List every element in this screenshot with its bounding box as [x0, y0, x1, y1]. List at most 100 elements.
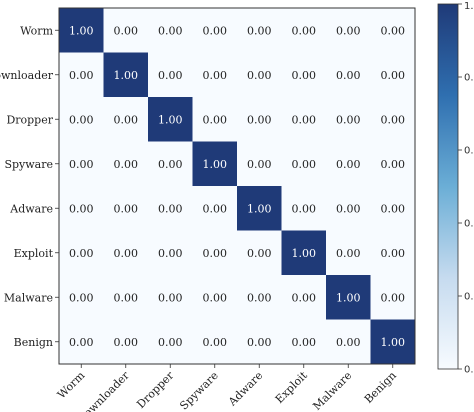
- heatmap-cell-label: 1.00: [292, 247, 317, 260]
- x-tick-label: Benign: [362, 369, 399, 406]
- colorbar-tick-label: 0.4: [464, 219, 474, 230]
- heatmap-cell-label: 0.00: [114, 336, 139, 349]
- heatmap-cell-label: 0.00: [292, 113, 317, 126]
- heatmap-cell: [281, 8, 327, 53]
- heatmap-cell-label: 1.00: [203, 158, 228, 171]
- heatmap-cell-label: 1.00: [336, 291, 361, 304]
- heatmap-cell-label: 0.00: [292, 291, 317, 304]
- heatmap-cell-label: 0.00: [114, 24, 139, 37]
- heatmap-cell: [59, 319, 104, 365]
- heatmap-cell: [192, 319, 238, 365]
- heatmap-cell: [103, 8, 149, 53]
- heatmap-cell: [192, 186, 238, 231]
- heatmap-cell-label: 1.00: [69, 24, 94, 37]
- heatmap-cell: [237, 230, 282, 276]
- heatmap-cell-label: 0.00: [247, 113, 272, 126]
- heatmap-cell-label: 0.00: [114, 202, 139, 215]
- heatmap-cell: [326, 97, 371, 142]
- heatmap-cell: [103, 230, 149, 276]
- heatmap-cell: [237, 97, 282, 142]
- heatmap-cell-label: 0.00: [203, 69, 228, 82]
- heatmap-cell: [370, 186, 416, 231]
- heatmap-cell-label: 0.00: [203, 113, 228, 126]
- heatmap-cell: [370, 97, 416, 142]
- heatmap-cell: [326, 186, 371, 231]
- heatmap-cell-label: 0.00: [203, 247, 228, 260]
- heatmap-cell-label: 0.00: [158, 202, 183, 215]
- heatmap-cell-label: 0.00: [247, 247, 272, 260]
- heatmap-cell-label: 0.00: [336, 69, 361, 82]
- heatmap-cell-label: 1.00: [158, 113, 183, 126]
- heatmap-cell: [370, 275, 416, 320]
- y-tick-label: Spyware: [4, 158, 53, 171]
- heatmap-cell-label: 0.00: [69, 202, 94, 215]
- heatmap-cell-label: 0.00: [69, 158, 94, 171]
- heatmap-cell: [237, 52, 282, 98]
- heatmap-cell: [148, 97, 193, 142]
- heatmap-cell: [326, 8, 371, 53]
- heatmap-cell-label: 0.00: [336, 202, 361, 215]
- heatmap-cell-label: 0.00: [114, 113, 139, 126]
- heatmap-cell-label: 0.00: [158, 291, 183, 304]
- heatmap-cell: [103, 141, 149, 187]
- heatmap-cell: [237, 319, 282, 365]
- x-tick-label: Worm: [55, 369, 88, 402]
- heatmap-cell-label: 0.00: [381, 158, 406, 171]
- heatmap-cell: [281, 275, 327, 320]
- y-tick-label: Malware: [4, 291, 53, 304]
- y-tick-label: Downloader: [0, 69, 54, 82]
- heatmap-cell: [59, 141, 104, 187]
- heatmap-cell-label: 0.00: [381, 69, 406, 82]
- colorbar: 0.0 0.2 0.4 0.6 0.8 1.0: [437, 1, 474, 376]
- heatmap-cell-label: 0.00: [247, 24, 272, 37]
- heatmap-cell: [192, 52, 238, 98]
- heatmap-cell: [326, 52, 371, 98]
- y-tick-label: Benign: [14, 336, 53, 349]
- heatmap-cell-label: 0.00: [203, 336, 228, 349]
- heatmap-cell: [192, 230, 238, 276]
- heatmap-cell: [192, 275, 238, 320]
- y-tick-label: Dropper: [6, 113, 53, 126]
- colorbar-gradient: [437, 3, 459, 370]
- heatmap-cell-label: 0.00: [336, 113, 361, 126]
- heatmap-cell: [148, 230, 193, 276]
- heatmap-cell-label: 0.00: [381, 247, 406, 260]
- heatmap-cell: [326, 230, 371, 276]
- heatmap-cell-label: 0.00: [69, 247, 94, 260]
- heatmap-cell: [281, 230, 327, 276]
- x-tick-label: Exploit: [273, 369, 310, 406]
- heatmap-cell-label: 0.00: [292, 336, 317, 349]
- heatmap-cell: [281, 141, 327, 187]
- heatmap-cell-label: 0.00: [203, 202, 228, 215]
- heatmap-cell: [148, 186, 193, 231]
- colorbar-tick-label: 0.2: [464, 292, 474, 303]
- heatmap-cell-label: 0.00: [114, 247, 139, 260]
- heatmap-cell-label: 0.00: [158, 336, 183, 349]
- x-tick-label: Malware: [310, 369, 354, 412]
- heatmap-cell: [103, 186, 149, 231]
- heatmap-cell-label: 0.00: [69, 291, 94, 304]
- heatmap-cell: [326, 319, 371, 365]
- heatmap-cell-label: 0.00: [381, 24, 406, 37]
- heatmap-cell-label: 0.00: [292, 202, 317, 215]
- heatmap-cell: [103, 97, 149, 142]
- heatmap-cell: [281, 52, 327, 98]
- heatmap-cell: [59, 186, 104, 231]
- heatmap-cell: [192, 141, 238, 187]
- heatmap-cell: [148, 319, 193, 365]
- heatmap-cell: [237, 186, 282, 231]
- heatmap-cell: [59, 275, 104, 320]
- heatmap-cell-labels: 1.00 0.00 0.00 0.00 0.00 0.00 0.00 0.00 0.00 1.00…: [69, 24, 405, 349]
- y-tick-label: Exploit: [14, 247, 54, 260]
- colorbar-tick-label: 1.0: [464, 1, 474, 12]
- heatmap-cell: [103, 319, 149, 365]
- heatmap-cell: [103, 275, 149, 320]
- y-tick-label: Adware: [9, 202, 53, 215]
- heatmap-cell: [370, 230, 416, 276]
- heatmap-cell: [59, 52, 104, 98]
- heatmap-cell-label: 0.00: [158, 247, 183, 260]
- heatmap-cell-label: 0.00: [381, 113, 406, 126]
- x-tick-label: Adware: [225, 369, 265, 409]
- heatmap-cell: [148, 8, 193, 53]
